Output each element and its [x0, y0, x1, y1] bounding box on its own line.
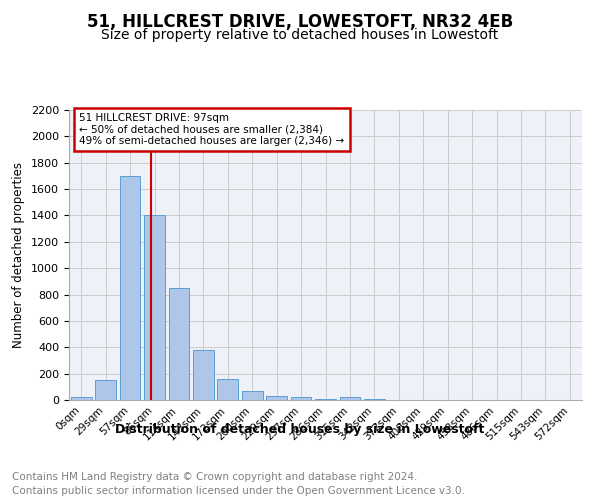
Text: 51, HILLCREST DRIVE, LOWESTOFT, NR32 4EB: 51, HILLCREST DRIVE, LOWESTOFT, NR32 4EB	[87, 12, 513, 30]
Bar	[242, 392, 263, 400]
Text: Size of property relative to detached houses in Lowestoft: Size of property relative to detached ho…	[101, 28, 499, 42]
Bar	[217, 379, 238, 400]
Y-axis label: Number of detached properties: Number of detached properties	[13, 162, 25, 348]
Bar	[169, 288, 190, 400]
Text: 51 HILLCREST DRIVE: 97sqm
← 50% of detached houses are smaller (2,384)
49% of se: 51 HILLCREST DRIVE: 97sqm ← 50% of detac…	[79, 113, 344, 146]
Text: Contains public sector information licensed under the Open Government Licence v3: Contains public sector information licen…	[12, 486, 465, 496]
Text: Contains HM Land Registry data © Crown copyright and database right 2024.: Contains HM Land Registry data © Crown c…	[12, 472, 418, 482]
Bar	[266, 396, 287, 400]
Text: Distribution of detached houses by size in Lowestoft: Distribution of detached houses by size …	[115, 422, 485, 436]
Bar	[71, 398, 92, 400]
Bar	[119, 176, 140, 400]
Bar	[144, 216, 165, 400]
Bar	[290, 398, 311, 400]
Bar	[340, 398, 361, 400]
Bar	[95, 380, 116, 400]
Bar	[193, 350, 214, 400]
